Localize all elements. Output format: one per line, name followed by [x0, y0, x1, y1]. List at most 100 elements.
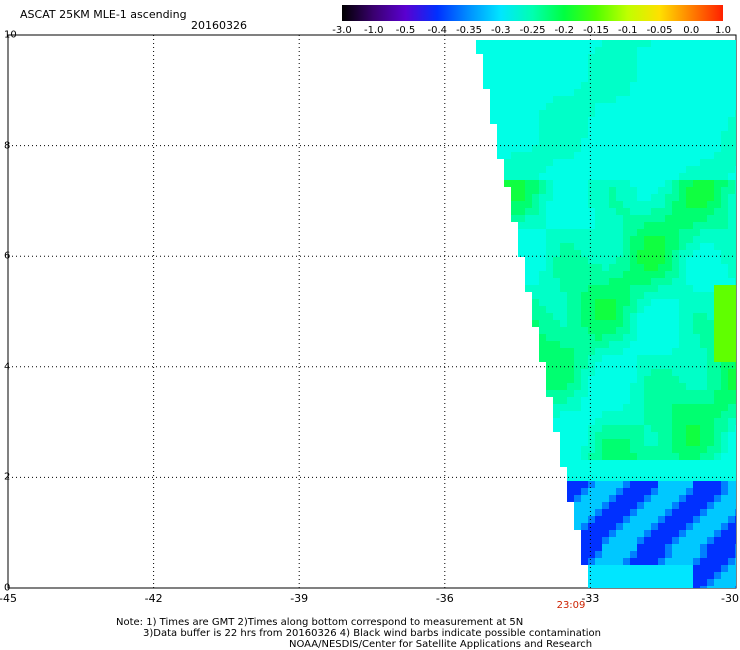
swath-cell	[651, 432, 658, 439]
swath-cell	[588, 229, 595, 236]
swath-cell	[539, 341, 546, 348]
swath-cell	[714, 355, 721, 362]
swath-cell	[644, 551, 651, 558]
swath-cell	[686, 411, 693, 418]
swath-cell	[658, 285, 665, 292]
longitude-label: -30	[721, 592, 739, 605]
swath-cell	[644, 383, 651, 390]
swath-cell	[602, 215, 609, 222]
swath-cell	[630, 313, 637, 320]
swath-cell	[637, 201, 644, 208]
swath-cell	[546, 215, 553, 222]
swath-cell	[686, 362, 693, 369]
swath-cell	[693, 229, 700, 236]
swath-cell	[700, 145, 707, 152]
swath-cell	[504, 173, 511, 180]
swath-cell	[609, 425, 616, 432]
swath-cell	[497, 75, 504, 82]
swath-cell	[553, 124, 560, 131]
swath-cell	[525, 54, 532, 61]
swath-cell	[672, 75, 679, 82]
swath-cell	[560, 362, 567, 369]
swath-cell	[567, 285, 574, 292]
swath-cell	[728, 117, 735, 124]
swath-cell	[630, 390, 637, 397]
swath-cell	[616, 124, 623, 131]
swath-cell	[574, 453, 581, 460]
swath-cell	[539, 159, 546, 166]
swath-cell	[574, 124, 581, 131]
swath-cell	[623, 103, 630, 110]
swath-cell	[721, 404, 728, 411]
swath-cell	[672, 565, 679, 572]
swath-cell	[560, 348, 567, 355]
swath-cell	[595, 271, 602, 278]
swath-cell	[735, 201, 736, 208]
swath-cell	[658, 551, 665, 558]
swath-cell	[588, 544, 595, 551]
swath-cell	[567, 369, 574, 376]
swath-cell	[630, 509, 637, 516]
swath-cell	[553, 348, 560, 355]
swath-cell	[581, 418, 588, 425]
swath-cell	[539, 208, 546, 215]
swath-cell	[686, 117, 693, 124]
swath-cell	[700, 187, 707, 194]
swath-cell	[525, 89, 532, 96]
swath-cell	[658, 201, 665, 208]
swath-cell	[707, 558, 714, 565]
swath-cell	[602, 348, 609, 355]
swath-cell	[700, 516, 707, 523]
swath-cell	[721, 159, 728, 166]
swath-cell	[588, 89, 595, 96]
swath-cell	[560, 201, 567, 208]
swath-cell	[714, 285, 721, 292]
swath-cell	[574, 467, 581, 474]
swath-cell	[595, 236, 602, 243]
swath-cell	[595, 425, 602, 432]
swath-cell	[546, 124, 553, 131]
swath-cell	[595, 306, 602, 313]
swath-cell	[630, 201, 637, 208]
swath-cell	[707, 397, 714, 404]
swath-cell	[553, 369, 560, 376]
swath-cell	[574, 152, 581, 159]
swath-cell	[574, 313, 581, 320]
swath-cell	[651, 292, 658, 299]
swath-cell	[553, 292, 560, 299]
swath-cell	[679, 411, 686, 418]
swath-cell	[700, 446, 707, 453]
swath-cell	[658, 425, 665, 432]
swath-cell	[728, 159, 735, 166]
swath-cell	[735, 544, 736, 551]
swath-cell	[567, 341, 574, 348]
swath-cell	[616, 369, 623, 376]
swath-cell	[595, 586, 602, 588]
swath-cell	[581, 376, 588, 383]
swath-cell	[602, 54, 609, 61]
swath-cell	[609, 292, 616, 299]
swath-cell	[686, 54, 693, 61]
swath-cell	[721, 453, 728, 460]
colorbar-label: -0.5	[395, 25, 416, 36]
swath-cell	[546, 285, 553, 292]
swath-cell	[728, 474, 735, 481]
swath-cell	[637, 516, 644, 523]
swath-cell	[602, 243, 609, 250]
swath-cell	[623, 229, 630, 236]
swath-cell	[707, 460, 714, 467]
swath-cell	[581, 306, 588, 313]
swath-cell	[616, 579, 623, 586]
swath-cell	[546, 222, 553, 229]
swath-cell	[679, 285, 686, 292]
swath-cell	[546, 320, 553, 327]
swath-cell	[595, 362, 602, 369]
swath-cell	[686, 285, 693, 292]
swath-cell	[532, 68, 539, 75]
swath-cell	[700, 509, 707, 516]
swath-cell	[651, 96, 658, 103]
swath-cell	[616, 47, 623, 54]
swath-cell	[693, 320, 700, 327]
swath-cell	[644, 131, 651, 138]
swath-cell	[637, 250, 644, 257]
